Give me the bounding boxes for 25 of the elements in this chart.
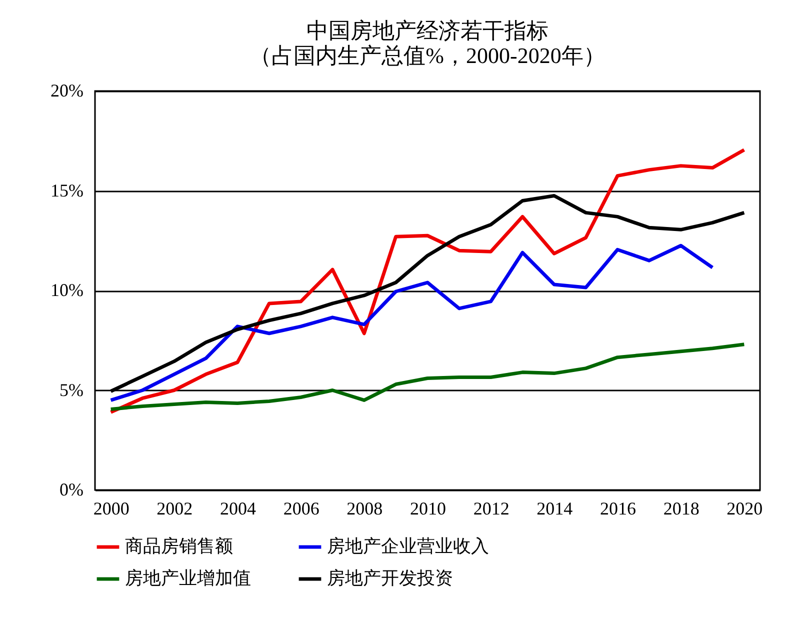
line-series — [109, 244, 714, 402]
x-tick-label: 2004 — [220, 498, 256, 518]
legend-label: 房地产企业营业收入 — [327, 536, 489, 556]
y-tick-label: 5% — [60, 380, 84, 400]
legend-label: 房地产开发投资 — [327, 568, 453, 588]
chart-subtitle: （占国内生产总值%，2000-2020年） — [250, 43, 606, 68]
y-tick-label: 0% — [60, 480, 84, 500]
line-series — [109, 342, 746, 411]
y-tick-label: 20% — [50, 80, 84, 100]
x-tick-label: 2002 — [156, 498, 193, 518]
chart-title: 中国房地产经济若干指标 — [306, 18, 548, 43]
x-tick-label: 2016 — [600, 498, 636, 518]
y-tick-label: 15% — [50, 180, 84, 200]
x-tick-label: 2020 — [726, 498, 763, 518]
legend-label: 房地产业增加值 — [125, 568, 251, 588]
line-series — [109, 148, 746, 414]
x-tick-label: 2018 — [663, 498, 700, 518]
y-tick-label: 10% — [50, 280, 84, 300]
x-tick-label: 2006 — [283, 498, 320, 518]
legend-label: 商品房销售额 — [125, 536, 233, 556]
x-tick-label: 2008 — [346, 498, 383, 518]
x-tick-label: 2014 — [536, 498, 573, 518]
x-tick-label: 2012 — [473, 498, 510, 518]
x-tick-label: 2010 — [410, 498, 446, 518]
x-tick-label: 2000 — [93, 498, 130, 518]
